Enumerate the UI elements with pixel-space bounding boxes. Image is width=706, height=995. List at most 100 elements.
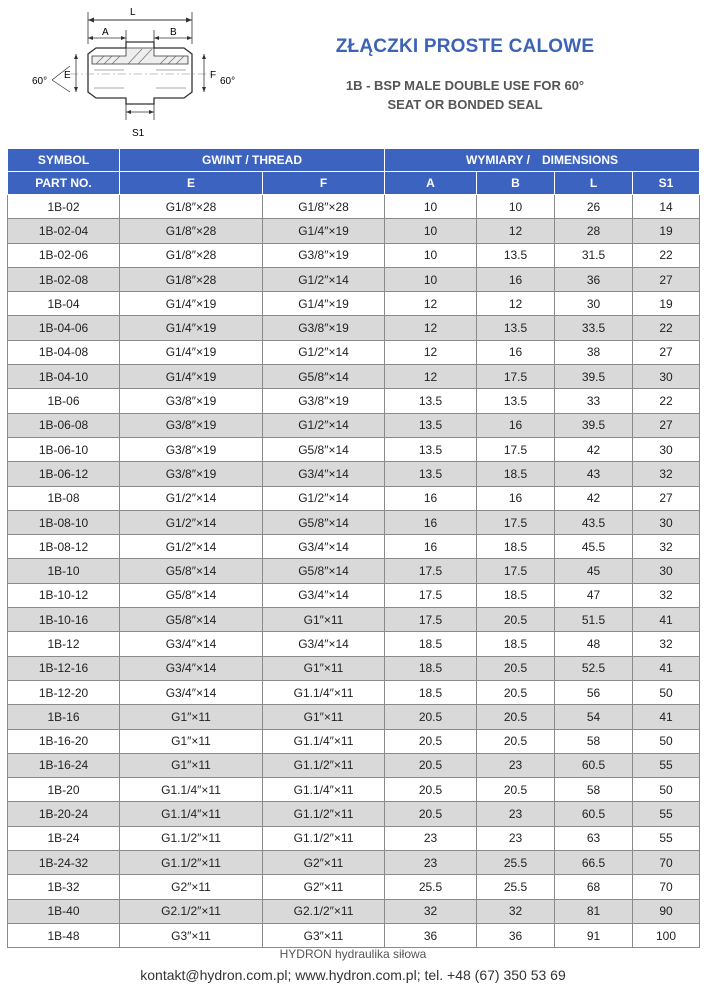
cell-thread-e: G1/2″×14 [119, 509, 263, 536]
cell-thread-f: G1.1/4″×11 [262, 679, 385, 706]
cell-thread-f: G1.1/2″×11 [262, 752, 385, 779]
cell-thread-e: G1/4″×19 [119, 291, 263, 317]
cell-part-no: 1B-02 [7, 193, 120, 220]
cell-dim-l: 30 [554, 291, 633, 317]
cell-dim-a: 36 [384, 922, 477, 949]
cell-part-no: 1B-12 [7, 631, 120, 657]
cell-dim-s1: 19 [631, 218, 701, 244]
cell-thread-e: G3/4″×14 [119, 655, 263, 681]
cell-dim-s1: 50 [631, 728, 701, 754]
cell-dim-a: 13.5 [384, 436, 477, 463]
cell-part-no: 1B-02-04 [7, 218, 120, 244]
cell-thread-f: G1″×11 [262, 704, 385, 730]
header-col-e: E [119, 171, 263, 195]
cell-dim-l: 43.5 [554, 509, 633, 536]
cell-thread-e: G1″×11 [119, 704, 263, 730]
cell-dim-s1: 30 [631, 558, 701, 584]
cell-part-no: 1B-24 [7, 825, 120, 852]
title-block: ZŁĄCZKI PROSTE CALOWE 1B - BSP MALE DOUB… [300, 36, 630, 114]
cell-dim-s1: 27 [631, 485, 701, 511]
table-header-row-top: SYMBOL GWINT / THREAD WYMIARY / DIMENSION… [7, 148, 701, 172]
cell-dim-a: 16 [384, 485, 477, 511]
cell-thread-e: G3/4″×14 [119, 631, 263, 657]
table-row: 1B-24-32 G1.1/2″×11 G2″×11 23 25.5 66.5 70 [7, 850, 701, 876]
spec-table: SYMBOL GWINT / THREAD WYMIARY / DIMENSION… [7, 148, 701, 949]
cell-thread-e: G1″×11 [119, 752, 263, 779]
cell-dim-l: 58 [554, 728, 633, 754]
cell-thread-f: G1″×11 [262, 607, 385, 633]
cell-dim-a: 17.5 [384, 558, 477, 584]
cell-dim-b: 32 [476, 898, 555, 924]
cell-part-no: 1B-08-10 [7, 509, 120, 536]
header-col-a: A [384, 171, 477, 195]
cell-thread-e: G1/4″×19 [119, 364, 263, 390]
cell-dim-s1: 100 [631, 922, 701, 949]
cell-thread-e: G3/8″×19 [119, 436, 263, 463]
table-row: 1B-06-08 G3/8″×19 G1/2″×14 13.5 16 39.5 27 [7, 412, 701, 438]
cell-dim-a: 10 [384, 218, 477, 244]
cell-dim-a: 16 [384, 509, 477, 536]
cell-part-no: 1B-16-20 [7, 728, 120, 754]
table-row: 1B-24 G1.1/2″×11 G1.1/2″×11 23 23 63 55 [7, 825, 701, 852]
header-col-l: L [554, 171, 633, 195]
cell-dim-a: 20.5 [384, 801, 477, 827]
cell-thread-f: G3/4″×14 [262, 461, 385, 487]
table-row: 1B-12-20 G3/4″×14 G1.1/4″×11 18.5 20.5 56 50 [7, 679, 701, 706]
cell-dim-s1: 14 [631, 193, 701, 220]
cell-dim-s1: 41 [631, 655, 701, 681]
cell-dim-b: 20.5 [476, 704, 555, 730]
cell-dim-b: 18.5 [476, 534, 555, 560]
cell-dim-b: 16 [476, 485, 555, 511]
cell-dim-l: 39.5 [554, 364, 633, 390]
cell-part-no: 1B-06-10 [7, 436, 120, 463]
cell-dim-b: 23 [476, 752, 555, 779]
cell-dim-a: 25.5 [384, 874, 477, 900]
cell-thread-e: G1/4″×19 [119, 315, 263, 341]
cell-part-no: 1B-02-06 [7, 242, 120, 268]
cell-thread-f: G1/8″×28 [262, 193, 385, 220]
cell-dim-a: 20.5 [384, 752, 477, 779]
cell-dim-l: 47 [554, 582, 633, 609]
cell-dim-l: 63 [554, 825, 633, 852]
header-dimensions-pl: WYMIARY / [466, 153, 531, 167]
cell-part-no: 1B-04-10 [7, 364, 120, 390]
dim-label-B: B [170, 27, 177, 38]
cell-dim-a: 18.5 [384, 655, 477, 681]
cell-dim-l: 33 [554, 388, 633, 414]
cell-dim-l: 54 [554, 704, 633, 730]
cell-thread-f: G1″×11 [262, 655, 385, 681]
cell-dim-s1: 22 [631, 388, 701, 414]
table-row: 1B-02-08 G1/8″×28 G1/2″×14 10 16 36 27 [7, 266, 701, 293]
table-row: 1B-48 G3″×11 G3″×11 36 36 91 100 [7, 922, 701, 949]
cell-dim-l: 43 [554, 461, 633, 487]
cell-dim-b: 13.5 [476, 242, 555, 268]
table-row: 1B-04-06 G1/4″×19 G3/8″×19 12 13.5 33.5 22 [7, 315, 701, 341]
cell-dim-s1: 70 [631, 850, 701, 876]
cell-dim-b: 13.5 [476, 388, 555, 414]
cell-thread-f: G1/2″×14 [262, 266, 385, 293]
cell-thread-f: G1.1/2″×11 [262, 825, 385, 852]
cell-dim-l: 45.5 [554, 534, 633, 560]
cell-thread-e: G1/4″×19 [119, 339, 263, 366]
cell-part-no: 1B-06-12 [7, 461, 120, 487]
cell-dim-l: 39.5 [554, 412, 633, 438]
dim-label-L: L [130, 7, 136, 18]
cell-dim-s1: 30 [631, 436, 701, 463]
cell-dim-b: 20.5 [476, 728, 555, 754]
cell-thread-e: G1.1/4″×11 [119, 801, 263, 827]
cell-dim-b: 17.5 [476, 509, 555, 536]
cell-part-no: 1B-10-16 [7, 607, 120, 633]
cell-thread-f: G3″×11 [262, 922, 385, 949]
cell-dim-a: 13.5 [384, 388, 477, 414]
cell-part-no: 1B-10 [7, 558, 120, 584]
cell-dim-l: 52.5 [554, 655, 633, 681]
cell-thread-f: G1.1/2″×11 [262, 801, 385, 827]
cell-thread-e: G3/4″×14 [119, 679, 263, 706]
cell-dim-a: 13.5 [384, 412, 477, 438]
cell-dim-a: 20.5 [384, 704, 477, 730]
cell-dim-a: 18.5 [384, 679, 477, 706]
cell-dim-l: 42 [554, 436, 633, 463]
header-col-f: F [262, 171, 385, 195]
cell-dim-s1: 41 [631, 607, 701, 633]
cell-dim-l: 58 [554, 777, 633, 803]
